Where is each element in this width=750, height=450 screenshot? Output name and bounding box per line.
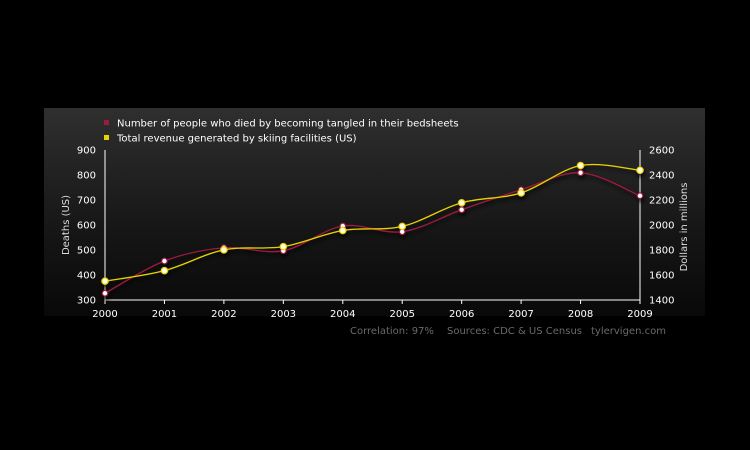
right-tick-label: 2200 — [649, 196, 674, 207]
data-point-bedsheets[interactable] — [636, 192, 644, 200]
left-tick-label: 900 — [77, 146, 96, 157]
footer: Correlation: 97% Sources: CDC & US Censu… — [350, 326, 666, 337]
data-point-skiing[interactable] — [160, 266, 169, 275]
data-point-skiing[interactable] — [636, 166, 644, 175]
data-point-bedsheets[interactable] — [577, 169, 584, 177]
x-tick-label: 2009 — [627, 309, 652, 320]
left-tick-label: 800 — [77, 171, 96, 182]
footer-band — [44, 316, 705, 340]
chart-background — [44, 108, 705, 340]
x-tick-label: 2008 — [568, 309, 593, 320]
footer-correlation: Correlation: 97% — [350, 326, 434, 337]
right-tick-label: 1400 — [649, 296, 674, 307]
left-axis-title: Deaths (US) — [61, 195, 72, 255]
series-line-skiing — [104, 163, 641, 282]
right-tick-label: 2400 — [649, 171, 674, 182]
x-tick-label: 2004 — [330, 309, 355, 320]
left-tick-label: 400 — [77, 271, 96, 282]
data-point-bedsheets[interactable] — [161, 257, 168, 265]
legend: Number of people who died by becoming ta… — [104, 119, 459, 145]
plot-area — [101, 161, 644, 297]
data-point-skiing[interactable] — [457, 198, 466, 207]
x-tick-label: 2001 — [152, 309, 177, 320]
data-point-skiing[interactable] — [338, 226, 347, 235]
data-point-skiing[interactable] — [220, 246, 228, 254]
footer-site[interactable]: tylervigen.com — [591, 326, 666, 337]
left-tick-label: 300 — [77, 296, 96, 307]
x-ticks: 2000 2001 2002 2003 2004 2005 2006 2007 2008 2009 — [92, 300, 653, 320]
x-tick-label: 2002 — [211, 309, 236, 320]
footer-sources: Sources: CDC & US Census — [447, 326, 582, 337]
legend-item-skiing[interactable]: Total revenue generated by skiing facili… — [104, 134, 357, 145]
right-tick-label: 1600 — [649, 271, 674, 282]
x-tick-label: 2003 — [271, 309, 296, 320]
data-point-skiing[interactable] — [576, 161, 585, 170]
x-tick-label: 2005 — [389, 309, 414, 320]
left-tick-label: 600 — [77, 221, 96, 232]
data-point-skiing[interactable] — [517, 189, 525, 197]
legend-label-skiing: Total revenue generated by skiing facili… — [116, 134, 357, 145]
right-tick-label: 2000 — [649, 221, 674, 232]
legend-item-bedsheets[interactable]: Number of people who died by becoming ta… — [104, 119, 459, 130]
legend-marker-bedsheets — [104, 120, 109, 125]
legend-marker-skiing — [104, 135, 109, 140]
x-tick-label: 2000 — [92, 309, 117, 320]
x-axis: 2000 2001 2002 2003 2004 2005 2006 2007 2008 2009 — [92, 299, 653, 320]
x-tick-label: 2007 — [508, 309, 533, 320]
data-point-skiing[interactable] — [101, 277, 109, 285]
data-point-bedsheets[interactable] — [101, 289, 109, 297]
data-point-skiing[interactable] — [279, 242, 288, 251]
right-axis-title: Dollars in millions — [679, 183, 690, 272]
left-tick-label: 500 — [77, 246, 96, 257]
data-point-bedsheets[interactable] — [458, 206, 466, 214]
x-tick-label: 2006 — [449, 309, 474, 320]
left-tick-label: 700 — [77, 196, 96, 207]
data-point-skiing[interactable] — [398, 222, 407, 231]
right-tick-label: 2600 — [649, 146, 674, 157]
left-axis: 900 800 700 600 500 400 300 Deaths (US) — [61, 146, 106, 307]
legend-label-bedsheets: Number of people who died by becoming ta… — [117, 119, 459, 130]
right-axis: 2600 2400 2200 2000 1800 1600 1400 Dolla… — [639, 146, 690, 307]
right-tick-label: 1800 — [649, 246, 674, 257]
